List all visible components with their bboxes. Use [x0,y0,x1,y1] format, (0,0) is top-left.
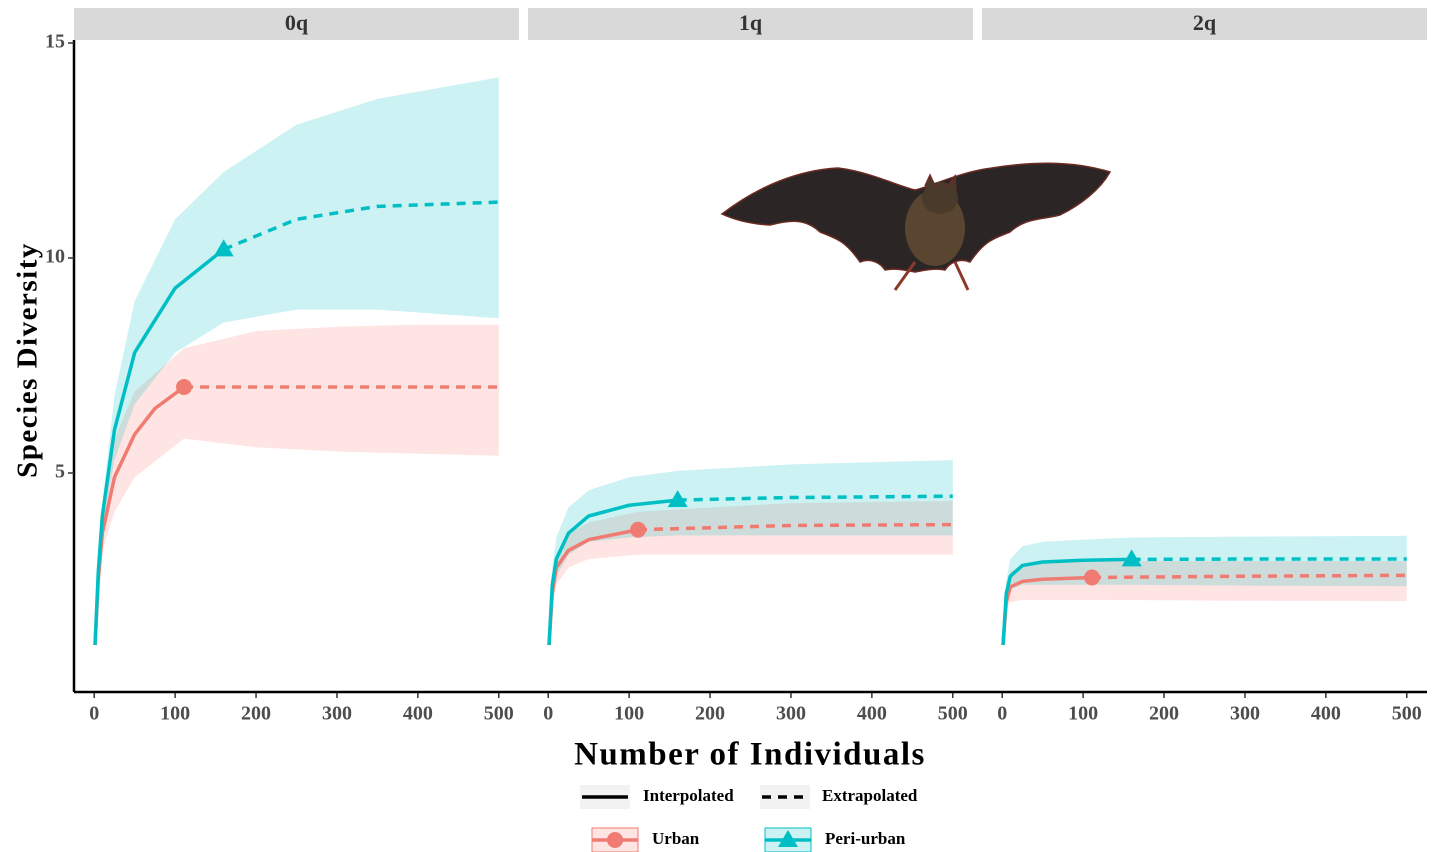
x-tick-label: 500 [938,703,968,725]
y-tick-label: 15 [45,31,65,53]
x-tick-label: 300 [1230,703,1260,725]
legend-label: Interpolated [643,786,734,805]
legend-label: Urban [652,829,700,848]
facet-title: 1q [739,10,763,35]
legend-label: Peri-urban [825,829,906,848]
x-tick-label: 400 [1311,703,1341,725]
x-tick-label: 300 [776,703,806,725]
y-tick-label: 5 [55,461,65,483]
x-tick-label: 500 [1392,703,1422,725]
x-tick-label: 0 [997,703,1007,725]
legend-marker [607,832,623,848]
x-tick-label: 400 [403,703,433,725]
observed-point [1084,569,1100,585]
x-tick-label: 500 [484,703,514,725]
y-axis-label: Species Diversity [12,242,44,478]
observed-point [176,379,192,395]
x-tick-label: 0 [543,703,553,725]
facet-title: 2q [1193,10,1217,35]
x-tick-label: 400 [857,703,887,725]
x-tick-label: 300 [322,703,352,725]
x-tick-label: 0 [89,703,99,725]
x-tick-label: 200 [1149,703,1179,725]
y-tick-label: 10 [45,246,65,268]
x-tick-label: 200 [241,703,271,725]
x-axis-label: Number of Individuals [574,737,926,773]
page: {"chart_data": {"type": "line", "x_label… [0,0,1443,852]
x-tick-label: 200 [695,703,725,725]
legend-label: Extrapolated [822,786,918,805]
x-tick-label: 100 [1068,703,1098,725]
bat-illustration [722,163,1110,290]
observed-point [630,522,646,538]
chart: 0q 0 100 200 300 400 500 1q 0 100 200 300 400 500 2q 0 1… [0,0,1443,852]
x-tick-label: 100 [160,703,190,725]
facet-title: 0q [285,10,309,35]
x-tick-label: 100 [614,703,644,725]
